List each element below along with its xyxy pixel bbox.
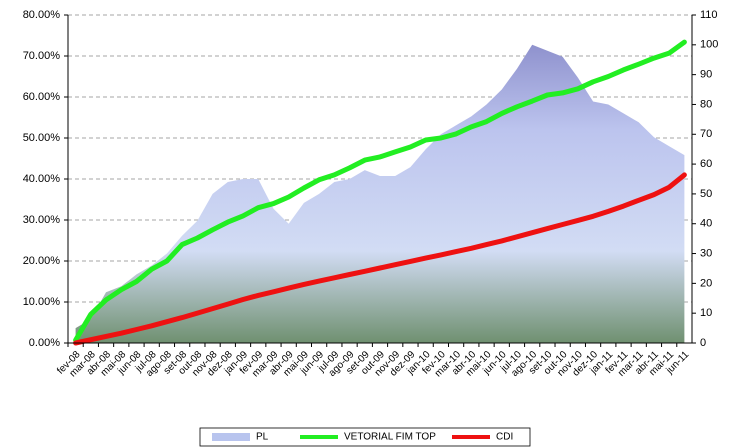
y2-tick-label: 110 [700, 9, 718, 21]
legend-label: CDI [496, 432, 513, 443]
y-tick-label: 30.00% [23, 214, 61, 226]
y2-tick-label: 10 [700, 307, 712, 319]
area [75, 44, 685, 344]
y2-tick-label: 80 [700, 98, 712, 110]
y-tick-label: 40.00% [23, 173, 61, 185]
legend-box [199, 427, 531, 447]
y-tick-label: 60.00% [23, 91, 61, 103]
y2-tick-label: 100 [700, 39, 718, 51]
y2-tick-label: 0 [700, 337, 706, 349]
y-tick-label: 80.00% [23, 9, 61, 21]
legend-label: VETORIAL FIM TOP [344, 432, 436, 443]
line [73, 172, 687, 346]
line [73, 39, 687, 343]
y-tick-label: 10.00% [23, 296, 61, 308]
y2-tick-label: 40 [700, 218, 712, 230]
y2-tick-label: 20 [700, 277, 712, 289]
y2-tick-label: 90 [700, 69, 712, 81]
y2-tick-label: 70 [700, 128, 712, 140]
y2-tick-label: 60 [700, 158, 712, 170]
y-tick-label: 70.00% [23, 50, 61, 62]
y-tick-label: 50.00% [23, 132, 61, 144]
y2-tick-label: 30 [700, 247, 712, 259]
legend-label: PL [256, 432, 269, 443]
legend-swatch [212, 433, 250, 441]
y2-tick-label: 50 [700, 188, 712, 200]
y-tick-label: 0.00% [29, 337, 60, 349]
y-tick-label: 20.00% [23, 255, 61, 267]
